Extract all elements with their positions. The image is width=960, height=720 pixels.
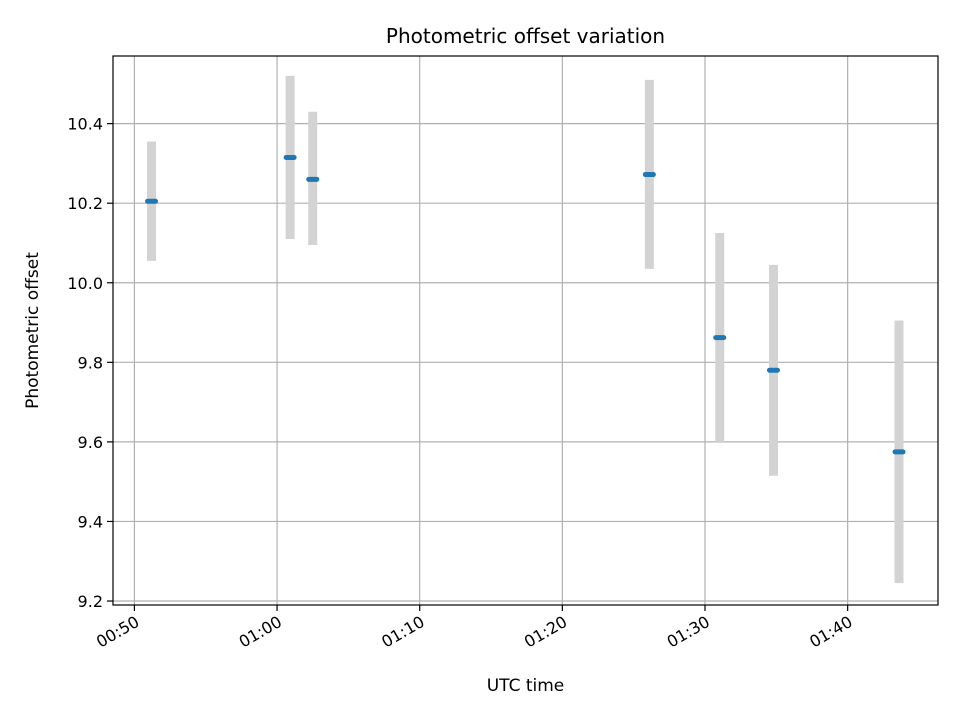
chart-title: Photometric offset variation xyxy=(386,24,665,48)
y-tick-label: 9.6 xyxy=(78,433,103,452)
grid xyxy=(113,56,938,605)
plot-frame xyxy=(112,55,939,606)
data-points xyxy=(145,154,906,455)
y-tick-label: 9.8 xyxy=(78,353,103,372)
x-axis-label: UTC time xyxy=(487,676,565,696)
y-tick-label: 9.4 xyxy=(78,512,103,531)
y-axis: 9.2 9.4 9.6 9.8 10.0 10.2 10.4 xyxy=(67,115,113,611)
y-tick-label: 10.2 xyxy=(67,194,103,213)
y-tick-label: 9.2 xyxy=(78,592,103,611)
y-tick-label: 10.4 xyxy=(67,115,103,134)
y-tick-label: 10.0 xyxy=(67,274,103,293)
y-axis-label: Photometric offset xyxy=(23,252,43,409)
